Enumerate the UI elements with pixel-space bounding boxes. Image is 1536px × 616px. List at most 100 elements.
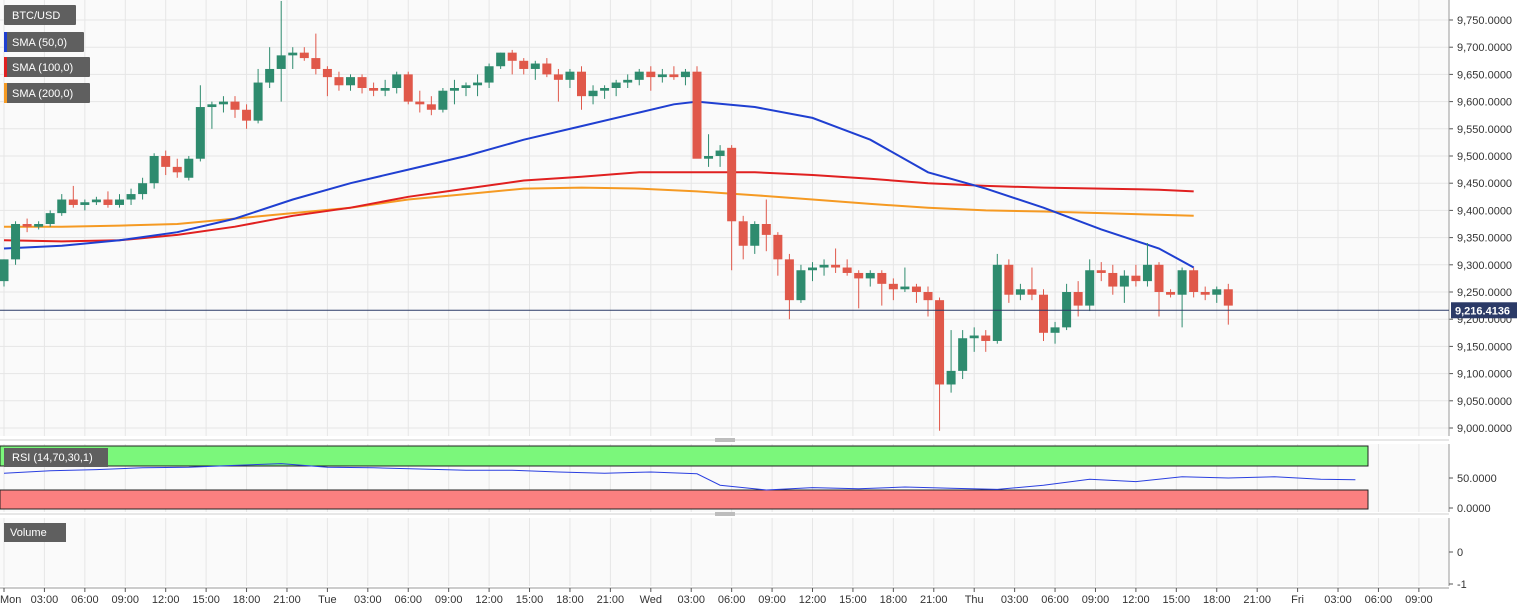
candle[interactable]	[854, 270, 864, 309]
candle[interactable]	[888, 278, 898, 301]
candle[interactable]	[553, 68, 563, 102]
candle[interactable]	[669, 66, 679, 80]
candle[interactable]	[496, 52, 506, 69]
candle[interactable]	[34, 221, 44, 230]
candle[interactable]	[1131, 264, 1141, 287]
candle[interactable]	[265, 47, 275, 88]
candle[interactable]	[380, 79, 390, 97]
panel-resize-handle[interactable]	[715, 512, 735, 516]
candle[interactable]	[357, 74, 367, 94]
candle[interactable]	[519, 58, 529, 75]
candle[interactable]	[831, 248, 841, 273]
candle[interactable]	[1027, 267, 1037, 301]
candle[interactable]	[981, 330, 991, 352]
volume-plot-area[interactable]	[0, 518, 1449, 586]
candle[interactable]	[403, 71, 413, 105]
candle[interactable]	[507, 49, 517, 75]
candle[interactable]	[565, 68, 575, 88]
candle[interactable]	[588, 85, 598, 105]
candle[interactable]	[1212, 286, 1222, 303]
candle[interactable]	[334, 71, 344, 91]
candle[interactable]	[865, 270, 875, 287]
candle[interactable]	[530, 60, 540, 80]
candle[interactable]	[311, 33, 321, 75]
candle[interactable]	[184, 156, 194, 181]
volume-panel[interactable]: 0 -1	[0, 518, 1467, 591]
candle[interactable]	[473, 74, 483, 97]
candle[interactable]	[1189, 267, 1199, 298]
rsi-panel[interactable]: 50.0000 0.0000	[0, 444, 1497, 515]
candle[interactable]	[1062, 283, 1072, 331]
candle[interactable]	[461, 82, 471, 97]
candle[interactable]	[819, 259, 829, 276]
candle[interactable]	[346, 74, 355, 91]
candle[interactable]	[761, 199, 771, 252]
candle[interactable]	[611, 79, 621, 97]
candle[interactable]	[415, 90, 425, 113]
legend-symbol[interactable]: BTC/USD	[4, 5, 76, 25]
candle[interactable]	[299, 47, 309, 61]
candle[interactable]	[796, 264, 806, 303]
candle[interactable]	[103, 191, 113, 208]
candle[interactable]	[1119, 270, 1129, 303]
candle[interactable]	[426, 96, 436, 116]
candle[interactable]	[808, 262, 817, 282]
legend-rsi[interactable]: RSI (14,70,30,1)	[4, 448, 108, 467]
candle[interactable]	[738, 215, 748, 260]
candle[interactable]	[1177, 267, 1187, 328]
candle[interactable]	[1004, 259, 1014, 303]
candle[interactable]	[704, 134, 714, 167]
candle[interactable]	[935, 297, 945, 431]
candle[interactable]	[1166, 289, 1176, 298]
candle[interactable]	[80, 199, 90, 211]
candle[interactable]	[218, 96, 228, 113]
candle[interactable]	[195, 85, 205, 162]
candle[interactable]	[1154, 262, 1164, 317]
candle[interactable]	[692, 66, 702, 159]
candle[interactable]	[992, 253, 1002, 344]
candle[interactable]	[923, 286, 933, 317]
candle[interactable]	[969, 327, 979, 352]
candle[interactable]	[911, 283, 921, 303]
candle[interactable]	[1085, 259, 1095, 312]
candle[interactable]	[57, 194, 67, 216]
candle[interactable]	[784, 253, 794, 320]
candle[interactable]	[126, 188, 136, 205]
price-plot-area[interactable]	[0, 0, 1449, 436]
legend-sma-200[interactable]: SMA (200,0)	[4, 83, 90, 103]
candle[interactable]	[0, 259, 9, 287]
candle[interactable]	[91, 196, 101, 205]
candle[interactable]	[392, 71, 402, 94]
candle[interactable]	[322, 66, 332, 97]
candle[interactable]	[715, 145, 725, 167]
candle[interactable]	[369, 82, 379, 97]
candle[interactable]	[22, 218, 32, 233]
candle[interactable]	[1050, 321, 1060, 344]
candle[interactable]	[68, 185, 78, 208]
candle[interactable]	[115, 194, 124, 208]
candle[interactable]	[484, 63, 494, 88]
candle[interactable]	[253, 68, 263, 124]
candle[interactable]	[1096, 262, 1106, 282]
candle[interactable]	[542, 58, 552, 78]
candle[interactable]	[1200, 286, 1210, 301]
candle[interactable]	[1142, 243, 1152, 287]
candle[interactable]	[288, 47, 298, 69]
candle[interactable]	[773, 232, 783, 276]
candle[interactable]	[230, 96, 240, 118]
candle[interactable]	[242, 104, 252, 129]
candle[interactable]	[149, 153, 159, 189]
candle[interactable]	[138, 177, 148, 200]
candle[interactable]	[842, 259, 852, 276]
price-panel[interactable]: 9,750.0000 9,700.0000 9,650.0000 9,600.0000…	[0, 0, 1517, 516]
candle[interactable]	[646, 66, 656, 91]
candle[interactable]	[900, 267, 910, 292]
candle[interactable]	[1108, 264, 1118, 295]
candle[interactable]	[600, 85, 610, 99]
candle[interactable]	[172, 158, 182, 178]
candle[interactable]	[207, 101, 217, 129]
candle[interactable]	[449, 79, 459, 105]
candle[interactable]	[438, 88, 448, 113]
